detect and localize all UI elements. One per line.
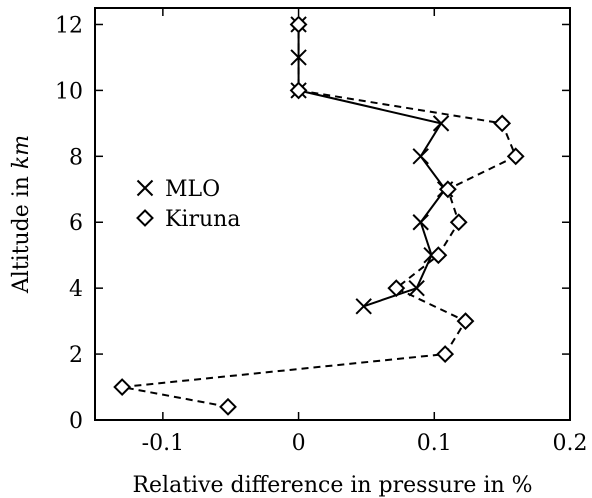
y-tick-label: 2	[69, 343, 83, 368]
series-line	[121, 24, 517, 408]
legend-label: MLO	[165, 177, 220, 202]
legend-label: Kiruna	[165, 207, 240, 232]
data-point-kiruna	[289, 81, 308, 100]
x-tick-label: 0	[292, 431, 306, 456]
data-point-kiruna	[429, 246, 448, 265]
data-point-kiruna	[449, 213, 468, 232]
x-axis: -0.1 0 0.1 0.2	[142, 8, 588, 456]
data-point-mlo	[432, 115, 450, 132]
data-point-kiruna	[219, 397, 237, 416]
y-tick-label: 10	[55, 79, 83, 104]
y-tick-label: 8	[69, 145, 83, 170]
plot-frame	[94, 7, 571, 421]
y-tick-label: 0	[69, 409, 83, 434]
y-axis-label: Altitude in km	[9, 135, 34, 294]
y-tick-label: 6	[69, 211, 83, 236]
legend-marker-diamond	[136, 209, 154, 227]
data-point-kiruna	[506, 147, 525, 166]
data-point-kiruna	[387, 279, 406, 298]
series-layer	[113, 15, 525, 416]
y-axis: 0 2 4 6 8 10 12	[55, 13, 570, 434]
y-axis-label-prefix: Altitude in	[9, 169, 34, 294]
y-tick-label: 4	[69, 277, 83, 302]
data-point-kiruna	[113, 378, 132, 396]
legend-item: MLO	[136, 177, 220, 202]
y-tick-label: 12	[55, 13, 83, 38]
series-mlo	[290, 16, 454, 315]
data-point-kiruna	[436, 345, 455, 363]
data-point-mlo	[355, 298, 372, 315]
data-point-mlo	[408, 279, 425, 297]
legend-marker-x	[136, 179, 154, 197]
data-point-mlo	[412, 214, 429, 231]
series-kiruna	[113, 15, 525, 416]
x-axis-label: Relative difference in pressure in %	[132, 473, 532, 498]
legend-item: Kiruna	[136, 207, 240, 232]
series-line	[297, 24, 447, 308]
plot-area: -0.1 0 0.1 0.2 0 2 4 6 8 10 12 MLO Kiruna	[55, 7, 588, 456]
data-point-kiruna	[438, 180, 457, 199]
data-point-kiruna	[493, 114, 512, 133]
legend: MLO Kiruna	[136, 177, 240, 232]
x-tick-label: 0.2	[553, 431, 588, 456]
data-point-kiruna	[456, 312, 475, 331]
y-axis-label-unit: km	[9, 135, 34, 169]
data-point-mlo	[412, 148, 429, 165]
x-tick-label: 0.1	[417, 431, 452, 456]
data-point-kiruna	[289, 15, 308, 34]
x-tick-label: -0.1	[142, 431, 184, 456]
